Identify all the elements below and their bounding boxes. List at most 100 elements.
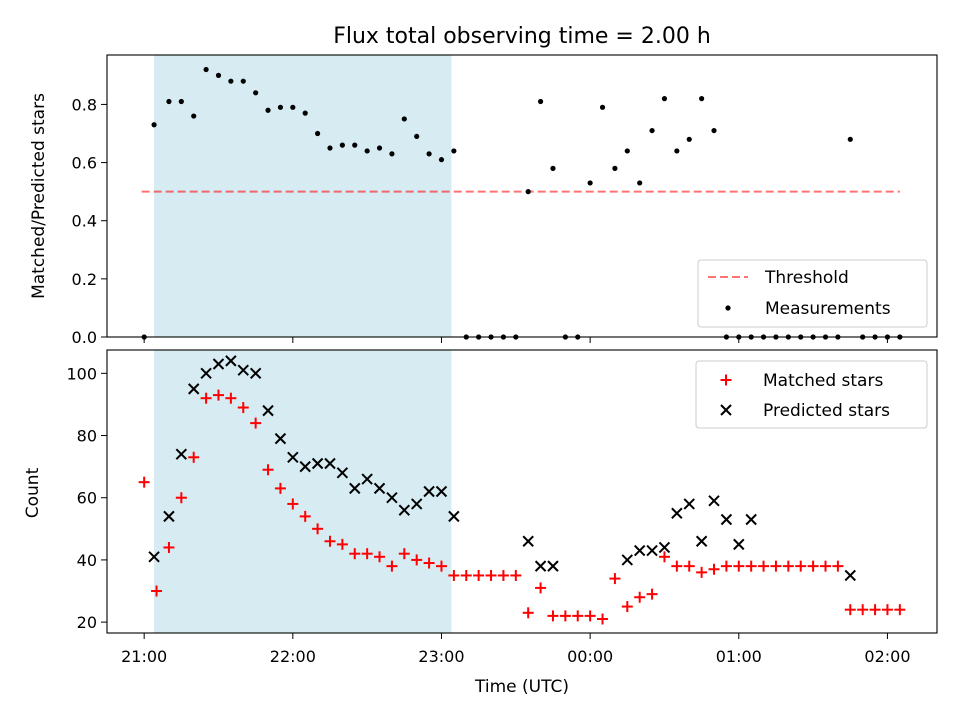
predicted-star-point [646,544,658,557]
matched-star-point [485,569,497,581]
matched-star-point [881,604,893,616]
measurement-point [178,98,184,105]
matched-star-point [535,582,547,594]
matched-star-point [634,591,646,603]
legend-box [695,360,928,429]
legend-predicted-swatch [720,404,732,416]
predicted-star-point [410,498,423,510]
matched-star-point [782,560,794,572]
legend-matched-swatch [720,374,732,386]
predicted-star-point [435,485,448,498]
predicted-star-point [188,383,200,395]
predicted-star-point [423,485,435,498]
y-tick-label: 40 [77,551,97,570]
matched-star-point [175,492,187,504]
legend-box [697,259,928,328]
bottom-legend: Matched stars Predicted stars [695,360,928,429]
predicted-star-point [708,495,720,507]
predicted-star-point [148,551,160,563]
predicted-star-point [200,367,212,380]
matched-star-point [460,569,472,581]
matched-star-point [448,569,460,581]
matched-star-point [522,607,534,619]
measurement-point [352,142,358,148]
legend-predicted-label: Predicted stars [763,401,890,421]
matched-star-point [820,560,832,572]
matched-star-point [274,482,286,494]
predicted-star-point [311,457,324,470]
measurement-point [191,113,197,119]
measurement-point [612,165,618,171]
matched-star-point [324,535,336,547]
matched-star-point [708,563,720,575]
measurement-point [228,78,234,84]
matched-star-point [758,560,770,572]
matched-star-point [411,554,423,566]
matched-star-point [510,569,522,581]
y-tick-label: 0.0 [72,328,97,347]
top-legend: Threshold Measurements [697,259,928,328]
measurement-point [699,96,705,102]
predicted-star-point [324,457,336,470]
matched-star-point [696,566,708,578]
measurement-point [637,180,643,186]
x-tick-label: 21:00 [121,647,167,666]
matched-star-point [559,610,571,622]
matched-star-point [349,548,361,560]
matched-star-point [188,451,200,463]
measurement-point [215,72,222,78]
measurement-point [847,136,853,142]
predicted-star-point [361,473,373,485]
matched-star-point [398,548,410,560]
measurement-point [389,151,395,157]
measurement-point [327,145,333,151]
matched-star-point [745,560,757,572]
predicted-star-point [175,448,188,460]
predicted-star-point [633,544,646,557]
matched-star-point [212,389,224,401]
matched-star-point [795,560,807,572]
measurement-point [314,130,321,137]
measurement-point [240,78,246,84]
predicted-star-point [386,492,398,504]
predicted-star-point [658,541,671,554]
predicted-star-point [225,355,237,367]
matched-star-point [770,560,782,572]
measurement-point [414,133,420,140]
predicted-star-point [349,482,361,495]
measurement-point [401,116,407,122]
measurement-point [151,122,157,128]
predicted-star-point [695,535,708,547]
measurement-point [253,90,259,96]
predicted-star-point [547,560,559,572]
x-tick-label: 22:00 [270,647,316,666]
predicted-star-point [287,451,299,463]
measurement-point [426,151,432,157]
matched-star-point [361,548,373,560]
matched-star-point [720,560,732,572]
matched-star-point [869,604,881,616]
y-tick-label: 100 [66,364,97,383]
matched-star-point [163,541,175,553]
measurement-point [438,157,445,163]
legend-measurements-label: Measurements [765,299,891,319]
measurement-point [302,110,308,116]
y-tick-label: 0.2 [72,270,97,289]
predicted-star-point [621,554,634,566]
legend-threshold-label: Threshold [764,268,849,288]
matched-star-point [386,560,398,572]
matched-star-point [200,392,212,404]
matched-star-point [733,560,745,572]
bottom-panel: 20 40 60 80 100 21:00 22:00 23:00 00:00 01:00 02:0… [66,349,938,666]
matched-star-point [138,476,150,488]
matched-star-point [497,569,509,581]
matched-star-point [807,560,819,572]
predicted-star-point [745,513,757,526]
measurement-point [376,145,383,151]
measurement-point [277,104,284,110]
top-axes-frame [106,54,938,338]
measurement-point [550,165,556,171]
x-tick-label: 23:00 [418,647,464,666]
predicted-star-point [274,432,287,445]
matched-star-point [832,560,844,572]
